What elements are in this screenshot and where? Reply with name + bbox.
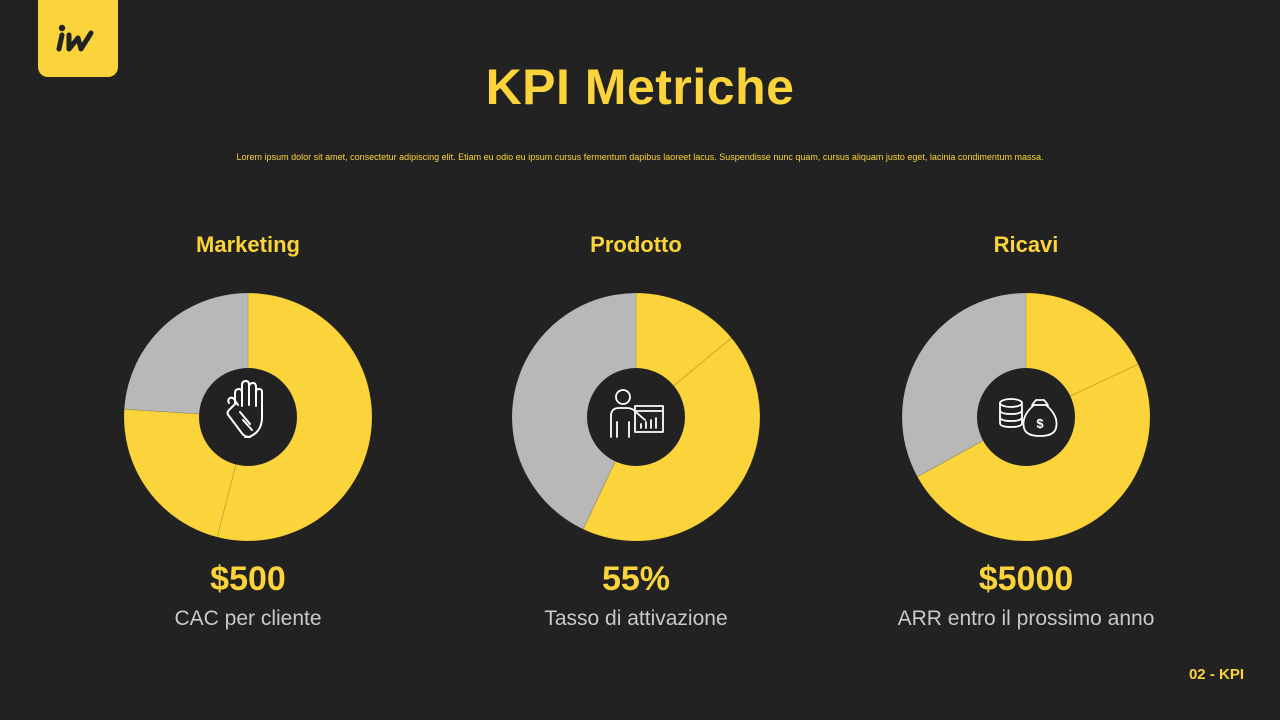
kpi-value: $5000 [978,560,1074,598]
donut-chart-marketing [123,292,373,542]
kpi-ricavi: Ricavi $ $5000 ARR entro il prossimo ann… [866,232,1186,631]
pie-slice-2 [511,292,637,530]
kpi-value: $500 [210,560,286,598]
iw-logo-icon [38,0,118,77]
kpi-label: Tasso di attivazione [544,607,728,630]
page-number: 02 - KPI [1188,666,1244,683]
donut-chart-prodotto [511,292,761,542]
kpi-label: ARR entro il prossimo anno [897,607,1155,630]
hand-icon [226,380,263,438]
kpi-heading: Ricavi [993,232,1059,257]
kpi-value: 55% [601,560,671,598]
kpi-marketing: Marketing $500 CAC per cliente [88,232,408,631]
donut-chart-ricavi: $ [901,292,1151,542]
page-title: KPI Metriche [485,59,795,115]
kpi-label: CAC per cliente [174,607,322,630]
money-icon: $ [999,398,1058,437]
kpi-heading: Marketing [196,232,300,257]
kpi-prodotto: Prodotto 55% Tasso di attivazione [476,232,796,631]
page-subtitle: Lorem ipsum dolor sit amet, consectetur … [236,152,1044,162]
svg-text:$: $ [1036,416,1044,431]
kpi-heading: Prodotto [590,232,682,257]
presentation-icon [610,389,664,438]
